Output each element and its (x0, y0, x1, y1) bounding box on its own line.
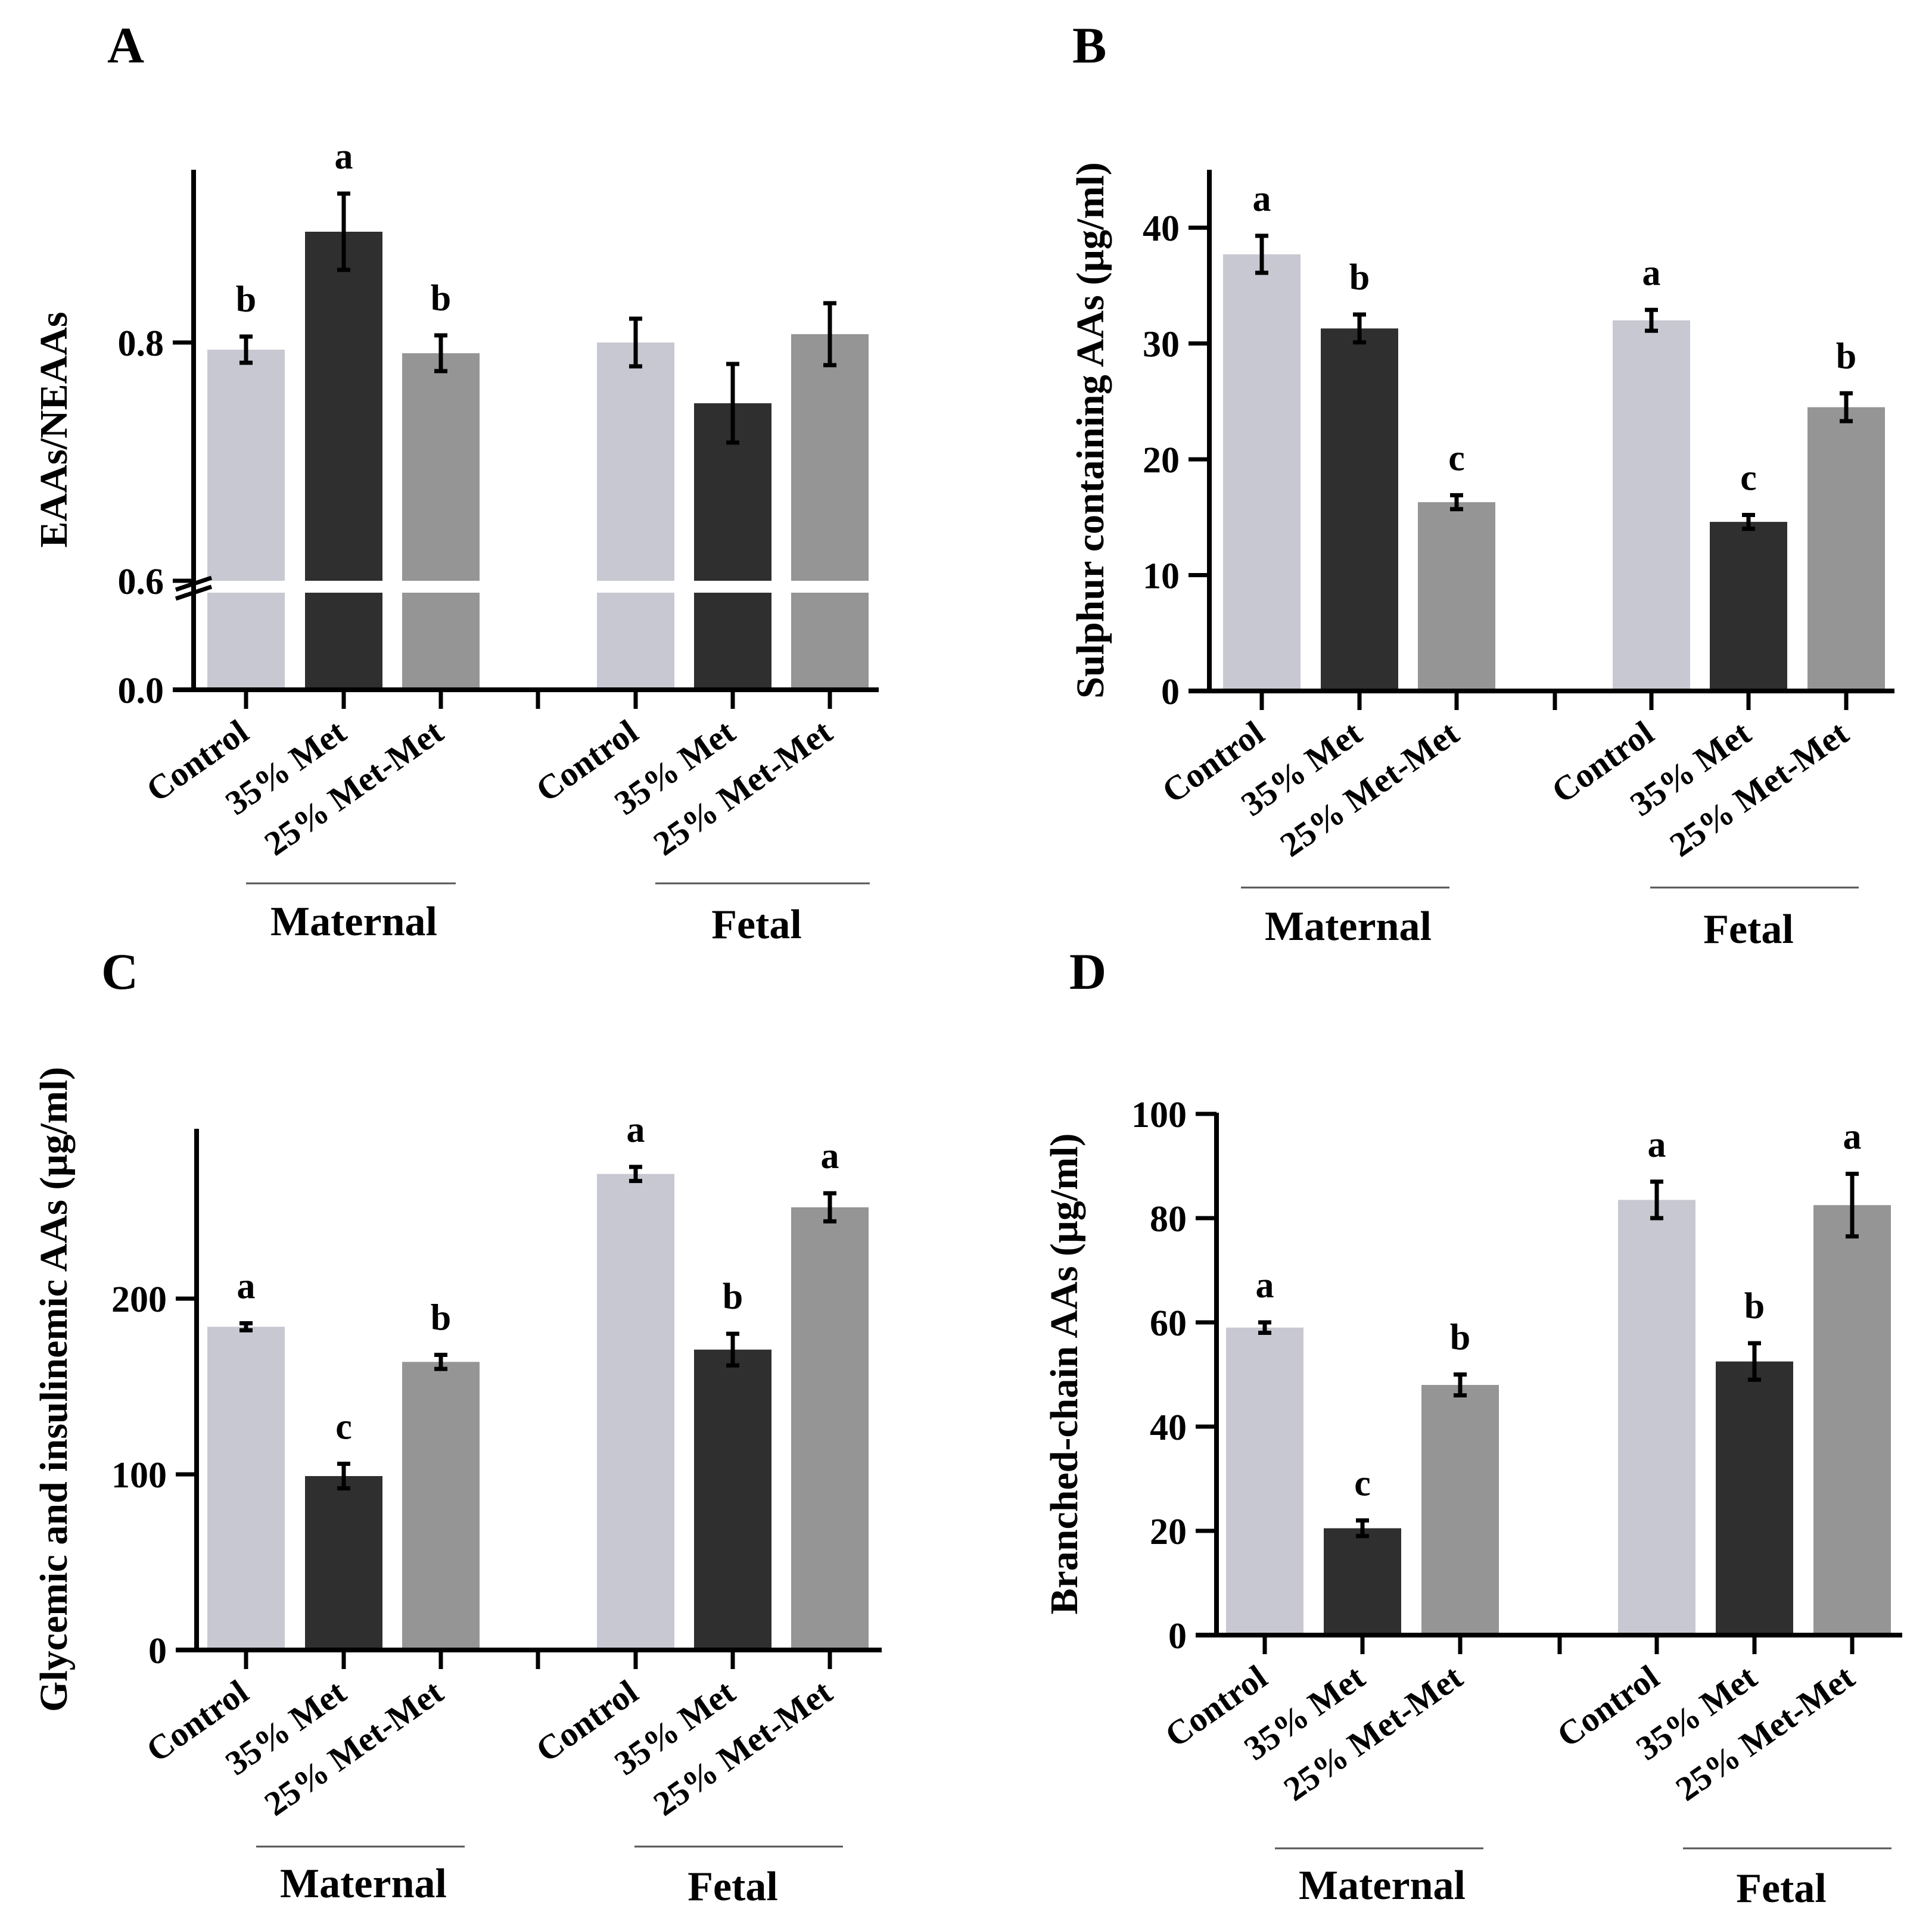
significance-letter: a (1253, 179, 1271, 219)
y-tick-label: 0.0 (118, 671, 164, 711)
y-tick-label: 80 (1150, 1199, 1187, 1240)
significance-letter: b (1744, 1286, 1765, 1327)
bar-maternal-2 (1421, 1385, 1499, 1635)
panel-b-letter: B (1072, 17, 1106, 74)
significance-letter: a (821, 1136, 839, 1176)
group-label-fetal: Fetal (711, 902, 802, 948)
bar-fetal-2 (791, 334, 869, 690)
y-tick-label: 0 (148, 1631, 167, 1671)
bar-maternal-2 (1418, 502, 1495, 691)
group-label-maternal: Maternal (1299, 1863, 1466, 1909)
bar-fetal-1 (694, 1349, 771, 1650)
group-label-maternal: Maternal (1265, 904, 1432, 949)
bar-fetal-1 (1716, 1361, 1793, 1635)
y-tick-label: 0 (1168, 1616, 1187, 1657)
significance-letter: c (1740, 457, 1757, 498)
bar-fetal-2 (791, 1207, 869, 1650)
y-tick-label: 20 (1143, 440, 1180, 481)
significance-letter: a (1256, 1265, 1274, 1306)
significance-letter: a (237, 1266, 256, 1306)
group-label-maternal: Maternal (270, 899, 437, 945)
group-label-fetal: Fetal (1703, 907, 1794, 952)
panel-a-letter: A (107, 17, 144, 74)
y-axis-label: EAAs/NEAAs (32, 312, 76, 547)
bar-maternal-1 (305, 1476, 382, 1650)
bar-maternal-0 (207, 1327, 285, 1650)
group-label-maternal: Maternal (280, 1861, 447, 1907)
y-tick-label: 100 (111, 1455, 167, 1496)
group-label-fetal: Fetal (687, 1864, 778, 1910)
significance-letter: b (723, 1277, 743, 1317)
y-axis-label: Sulphur containing AAs (µg/ml) (1069, 162, 1112, 699)
bar-maternal-1 (1324, 1528, 1401, 1635)
significance-letter: a (1642, 253, 1661, 293)
y-tick-label: 60 (1150, 1303, 1187, 1344)
significance-letter: a (335, 136, 353, 177)
bar-fetal-2 (1807, 407, 1885, 691)
bar-maternal-0 (1223, 254, 1301, 691)
bar-maternal-0 (207, 350, 285, 690)
y-tick-label: 0.8 (118, 323, 164, 364)
panel-c-letter: C (101, 943, 138, 1000)
significance-letter: a (627, 1110, 645, 1150)
y-tick-label: 40 (1150, 1408, 1187, 1448)
significance-letter: b (236, 279, 256, 320)
bar-maternal-0 (1226, 1327, 1303, 1635)
y-tick-label: 20 (1150, 1512, 1187, 1552)
significance-letter: b (431, 278, 451, 319)
bar-fetal-0 (597, 1173, 674, 1650)
bar-fetal-0 (1613, 320, 1690, 691)
bar-maternal-2 (402, 353, 480, 690)
bar-maternal-2 (402, 1362, 480, 1650)
panel-d-letter: D (1069, 943, 1106, 1000)
bar-fetal-1 (694, 403, 771, 690)
y-axis-label: Branched-chain AAs (µg/ml) (1043, 1133, 1086, 1614)
y-tick-label: 0.6 (118, 562, 164, 602)
significance-letter: a (1648, 1125, 1666, 1165)
significance-letter: b (1349, 257, 1370, 298)
y-tick-label: 30 (1143, 325, 1180, 365)
axis-break-gap (179, 581, 888, 593)
y-tick-label: 10 (1143, 556, 1180, 597)
bar-fetal-2 (1813, 1205, 1891, 1635)
significance-letter: c (1354, 1464, 1371, 1504)
significance-letter: b (1836, 336, 1856, 376)
y-tick-label: 100 (1131, 1095, 1187, 1135)
bar-fetal-0 (1618, 1200, 1695, 1635)
significance-letter: c (1448, 438, 1465, 478)
bar-maternal-1 (305, 232, 382, 690)
group-label-fetal: Fetal (1736, 1866, 1827, 1911)
bar-fetal-0 (597, 343, 674, 690)
bar-maternal-1 (1321, 328, 1398, 691)
y-tick-label: 200 (111, 1279, 167, 1320)
y-tick-label: 40 (1143, 208, 1180, 249)
significance-letter: c (335, 1406, 352, 1447)
y-axis-label: Glycemic and insulinemic AAs (µg/ml) (32, 1067, 76, 1712)
y-tick-label: 0 (1161, 672, 1180, 712)
significance-letter: b (1450, 1318, 1470, 1358)
significance-letter: b (431, 1298, 451, 1338)
bar-fetal-1 (1710, 522, 1787, 691)
significance-letter: a (1843, 1117, 1862, 1157)
